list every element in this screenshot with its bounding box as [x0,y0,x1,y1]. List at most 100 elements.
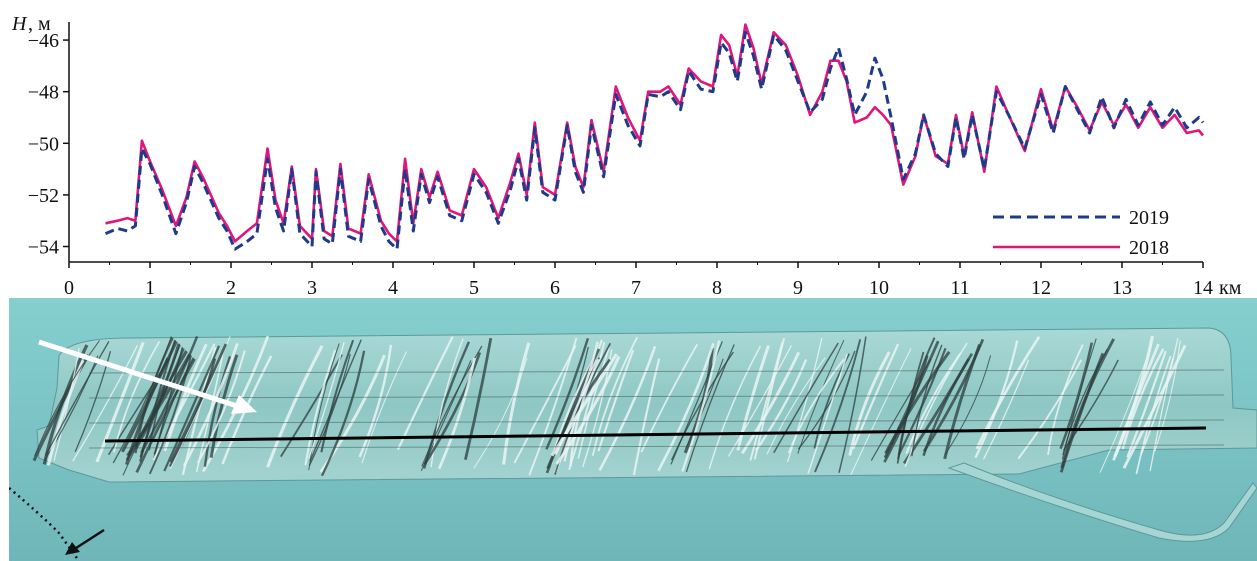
sand-wave-ridge [1060,338,1115,469]
y-axis-unit: , м [28,13,51,35]
sand-wave-ridge [53,348,80,461]
sand-wave-ridge [1126,350,1167,458]
y-axis-symbol: H [11,13,28,35]
sand-wave-ridge [1062,359,1119,451]
sand-wave-ridge [568,342,606,471]
sand-wave-ridge [320,339,355,453]
sand-wave-ridge [797,350,856,450]
sand-wave-ridge [1121,348,1165,450]
sand-wave-ridge [685,344,735,473]
y-tick-label: −46 [28,30,59,52]
sand-wave-ridge [974,340,1019,459]
sand-wave-ridge [1149,337,1179,472]
series-line-2019 [104,30,1205,251]
sand-wave-ridge [1154,340,1181,452]
sand-wave-ridge [135,358,196,473]
sand-wave-ridge [266,345,324,468]
sand-wave-ridge [358,344,393,458]
x-tick-label: 10 [869,277,889,298]
swath-seam [88,444,1225,449]
x-tick-label: 12 [1031,277,1051,298]
sand-wave-ridge [597,349,635,452]
seabed-relief-map [9,298,1257,561]
y-tick-label: −48 [28,82,59,104]
y-tick-label: −50 [28,133,59,155]
sand-wave-ridge [34,340,100,457]
sand-wave-ridge [464,337,493,461]
x-tick-label: 4 [388,277,398,298]
sand-wave-ridge [126,353,192,457]
sand-wave-ridge [320,350,366,477]
sand-wave-ridge [545,337,590,450]
sand-wave-ridge [95,341,145,463]
y-ticks: −46 −48 −50 −52 −54 [28,30,69,259]
sand-wave-ridge [773,342,839,454]
sediment-transport-arrow [38,339,257,414]
sand-wave-ridge [685,358,724,449]
sand-wave-ridge [423,341,470,469]
sand-wave-ridge [797,339,845,454]
sand-wave-ridge [740,351,801,455]
sand-wave-ridge [196,350,246,464]
series-line-2018 [105,23,1205,243]
sand-wave-ridge [727,344,793,457]
sand-wave-ridge [555,355,621,465]
x-tick-label: 13 [1112,277,1132,298]
sand-wave-ridge [681,340,721,472]
sand-wave-ridge [473,357,528,469]
sand-wave-ridges [32,335,1225,477]
sand-wave-ridge [513,344,577,464]
sand-wave-ridge [569,358,600,467]
sand-wave-ridge [632,358,661,476]
sand-wave-ridge [838,336,867,473]
sand-wave-ridge [308,353,351,466]
sand-wave-ridge [502,342,531,465]
swath-seam [88,394,1225,399]
legend-label-2018: 2018 [1129,237,1169,259]
swath-seam [88,419,1225,424]
legend: 2019 2018 [993,207,1169,259]
sand-wave-ridge [807,353,848,474]
survey-track-tail [947,462,1257,542]
sand-wave-ridge [766,357,826,455]
y-tick-label: −52 [28,185,59,207]
x-tick-label: 0 [64,277,74,298]
sand-wave-ridge [168,358,217,468]
black-arrow-icon [65,528,105,555]
sand-wave-ridge [304,349,337,466]
sand-wave-ridge [944,355,992,455]
sand-wave-ridge [361,351,407,464]
x-tick-label: 1 [145,277,155,298]
sand-wave-ridge [749,342,784,461]
sand-wave-ridge [550,353,618,457]
legend-label-2019: 2019 [1129,207,1169,229]
series-lines [104,23,1205,251]
sand-wave-ridge [528,337,578,476]
sand-wave-ridge [911,344,943,457]
sand-wave-ridge [787,358,845,454]
survey-strip [36,327,1257,483]
x-tick-label: 3 [307,277,317,298]
sand-wave-ridge [897,347,947,456]
sand-wave-ridge [975,336,1041,450]
sand-wave-ridge [850,348,912,475]
x-tick-label: 8 [712,277,722,298]
sand-wave-ridge [736,345,770,451]
sand-wave-ridge [786,337,823,463]
sand-wave-ridge [1113,335,1155,458]
swath-seam [88,369,1225,374]
x-tick-label: 6 [550,277,560,298]
x-axis-unit: км [1219,277,1242,298]
sand-wave-ridge [1047,344,1084,456]
sand-wave-ridge [554,341,599,455]
sand-wave-ridge [1122,344,1187,469]
sand-wave-ridge [640,343,698,453]
sand-wave-ridge [72,344,139,462]
sand-wave-ridge [122,351,188,476]
sand-wave-ridge [182,342,239,467]
x-tick-label: 5 [469,277,479,298]
y-axis-label: H , м [11,13,51,35]
sand-wave-ridge [308,342,345,459]
sand-wave-ridge [209,354,239,458]
sand-wave-ridge [848,351,891,456]
